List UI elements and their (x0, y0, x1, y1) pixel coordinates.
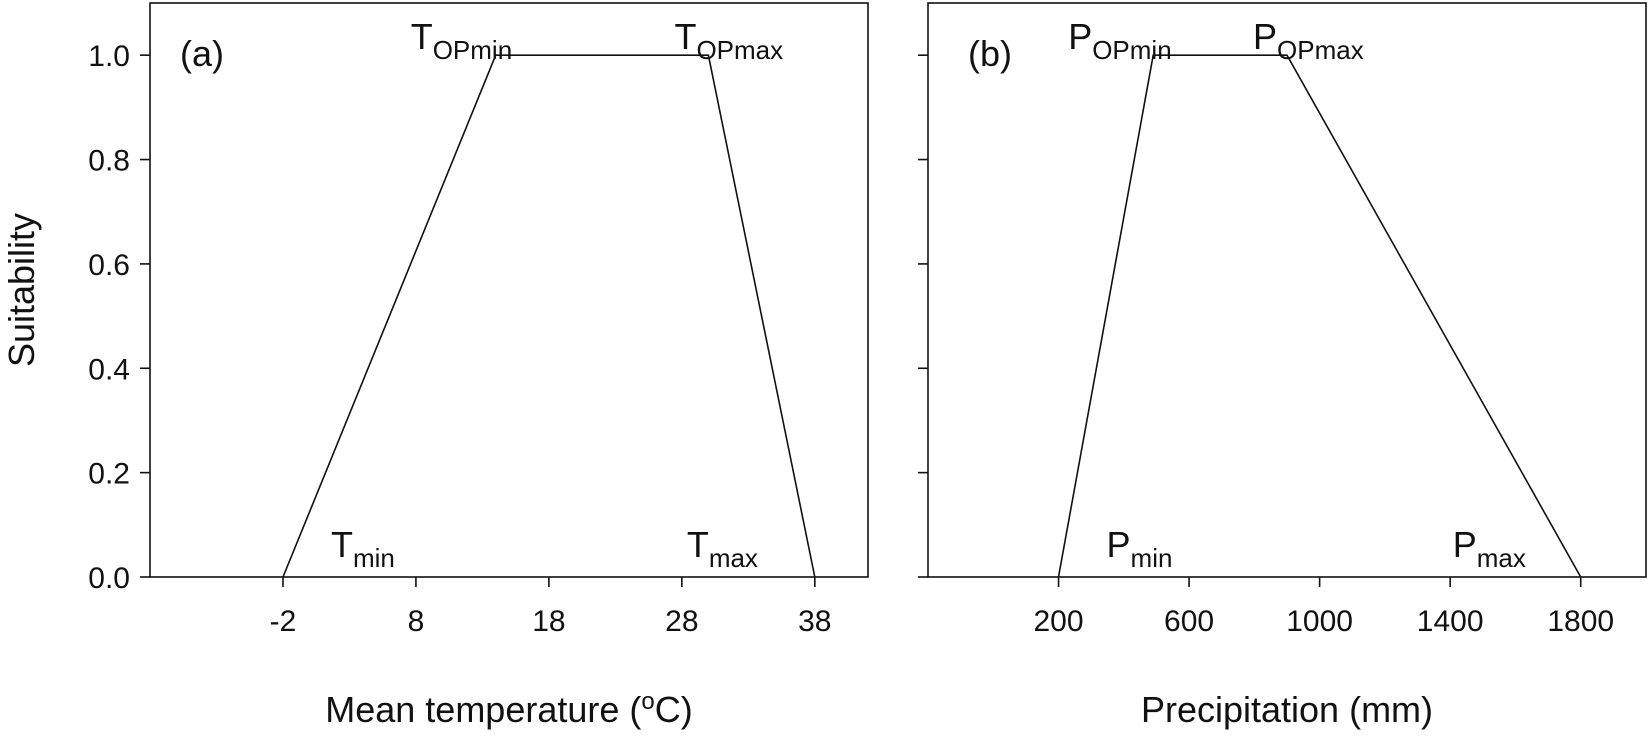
annotation-base: P (1107, 524, 1131, 565)
y-tick-label: 0.8 (88, 145, 130, 178)
y-axis-title: Suitability (1, 213, 42, 367)
y-tick-label: 0.2 (88, 458, 130, 491)
annotation-subscript: OPmax (1277, 35, 1364, 65)
panel-a-frame (149, 2, 869, 578)
y-tick-label: 0.0 (88, 562, 130, 595)
panel-b-x-tick-label: 200 (1034, 605, 1084, 638)
panel-a-curve-group (282, 54, 816, 578)
annotation-subscript: max (709, 543, 758, 573)
panel-a-x-tick-label: 28 (665, 605, 698, 638)
panel-a-annotation-opmax: TOPmax (674, 16, 783, 65)
annotation-base: P (1068, 16, 1092, 57)
panel-b-x-tick-label: 1400 (1417, 605, 1484, 638)
y-tick-label: 0.6 (88, 249, 130, 282)
panel-a-x-tick-label: 18 (532, 605, 565, 638)
annotation-base: T (331, 524, 353, 565)
panel-b-annotation-min: Pmin (1107, 524, 1173, 573)
annotation-subscript: OPmin (1092, 35, 1171, 65)
panel-b-ticks: 200 600 1000 1400 1800 (918, 54, 1614, 638)
panel-b-curve-group (1057, 54, 1582, 578)
panel-a-ticks: -2 8 18 28 38 0.0 0.2 0.4 0.6 0.8 1.0 (88, 40, 831, 638)
panel-a-annotation-max: Tmax (687, 524, 758, 573)
panel-b-x-tick-label: 1000 (1286, 605, 1353, 638)
annotation-base: P (1453, 524, 1477, 565)
panel-a-x-title-suffix: C) (655, 689, 693, 730)
panel-b-x-axis-title: Precipitation (mm) (1141, 689, 1433, 730)
panel-a-annotation-min: Tmin (331, 524, 395, 573)
annotation-subscript: OPmin (433, 35, 512, 65)
panel-a-temperature: -2 8 18 28 380.00.20.40.60.81.0 TOPmin TOPmax… (1, 2, 869, 731)
panel-a-x-tick-label: 38 (798, 605, 831, 638)
panel-b-frame (927, 2, 1647, 578)
panel-b-annotation-opmin: POPmin (1068, 16, 1171, 65)
panel-b-annotation-max: Pmax (1453, 524, 1526, 573)
y-tick-label: 1.0 (88, 40, 130, 73)
panel-a-label: (a) (180, 33, 224, 74)
panel-a-annotation-opmin: TOPmin (411, 16, 512, 65)
annotation-base: T (411, 16, 433, 57)
panel-b-x-tick-label: 1800 (1547, 605, 1614, 638)
annotation-base: P (1253, 16, 1277, 57)
annotation-subscript: min (353, 543, 395, 573)
panel-a-x-tick-label: 8 (408, 605, 425, 638)
panel-a-x-tick-label: -2 (270, 605, 297, 638)
panel-a-x-title-prefix: Mean temperature ( (325, 689, 641, 730)
annotation-subscript: min (1131, 543, 1173, 573)
panel-a-suitability-line (282, 54, 816, 578)
panel-b-x-tick-label: 600 (1164, 605, 1214, 638)
annotation-base: T (674, 16, 696, 57)
annotation-subscript: OPmax (696, 35, 783, 65)
annotation-base: T (687, 524, 709, 565)
panel-a-x-axis-title: Mean temperature (oC) (325, 688, 693, 731)
panel-a-x-title-sup: o (641, 688, 654, 715)
panel-b-annotation-opmax: POPmax (1253, 16, 1364, 65)
annotation-subscript: max (1477, 543, 1526, 573)
panel-b-suitability-line (1057, 54, 1582, 578)
y-tick-label: 0.4 (88, 353, 130, 386)
panel-b-label: (b) (968, 33, 1012, 74)
